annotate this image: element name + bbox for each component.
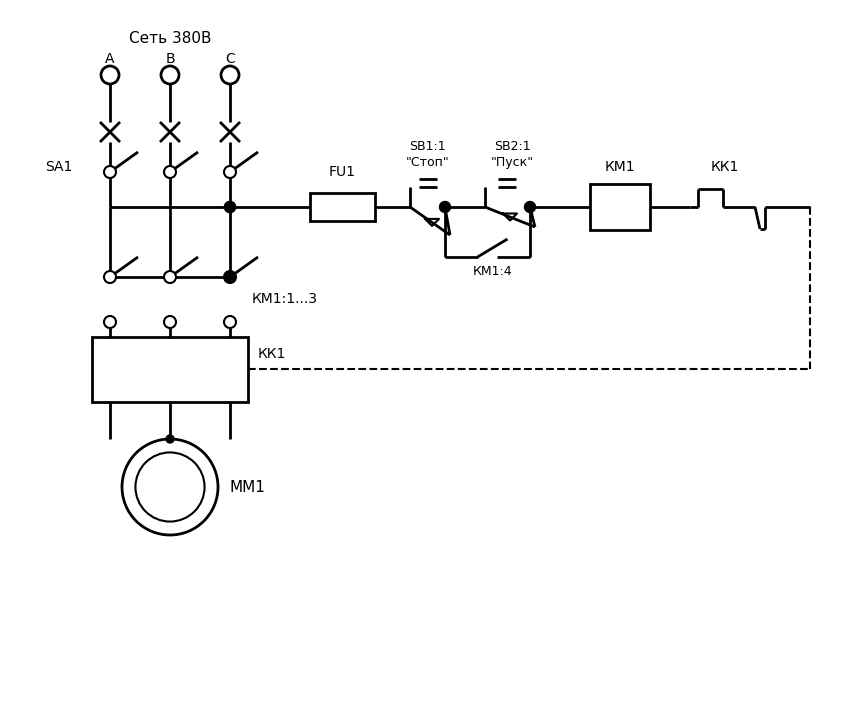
- Circle shape: [225, 271, 235, 283]
- Circle shape: [224, 316, 236, 328]
- Text: С: С: [225, 52, 235, 66]
- Circle shape: [225, 201, 235, 212]
- Text: SB2:1: SB2:1: [494, 140, 531, 153]
- Circle shape: [164, 316, 176, 328]
- Circle shape: [225, 201, 235, 212]
- Circle shape: [104, 316, 116, 328]
- Circle shape: [166, 435, 174, 443]
- Text: КК1: КК1: [711, 160, 740, 174]
- Bar: [92, 337, 248, 402]
- Circle shape: [104, 166, 116, 178]
- Bar: [310, 193, 375, 221]
- Text: FU1: FU1: [329, 165, 356, 179]
- Circle shape: [164, 271, 176, 283]
- Text: КК1: КК1: [258, 348, 286, 361]
- Text: КМ1: КМ1: [605, 160, 635, 174]
- Text: В: В: [165, 52, 174, 66]
- Text: SB1:1: SB1:1: [409, 140, 446, 153]
- Circle shape: [221, 66, 239, 84]
- Circle shape: [161, 66, 179, 84]
- Text: SA1: SA1: [45, 160, 72, 174]
- Circle shape: [224, 271, 236, 283]
- Text: Сеть 380В: Сеть 380В: [128, 31, 211, 47]
- Circle shape: [224, 166, 236, 178]
- Text: А: А: [105, 52, 115, 66]
- Circle shape: [439, 201, 450, 212]
- Bar: [590, 184, 650, 230]
- Circle shape: [524, 201, 536, 212]
- Text: КМ1:1...3: КМ1:1...3: [252, 292, 318, 307]
- Circle shape: [164, 166, 176, 178]
- Circle shape: [104, 271, 116, 283]
- Text: "Пуск": "Пуск": [491, 156, 534, 169]
- Circle shape: [101, 66, 119, 84]
- Text: "Стоп": "Стоп": [405, 156, 450, 169]
- Text: КМ1:4: КМ1:4: [473, 265, 512, 278]
- Text: ММ1: ММ1: [230, 480, 266, 494]
